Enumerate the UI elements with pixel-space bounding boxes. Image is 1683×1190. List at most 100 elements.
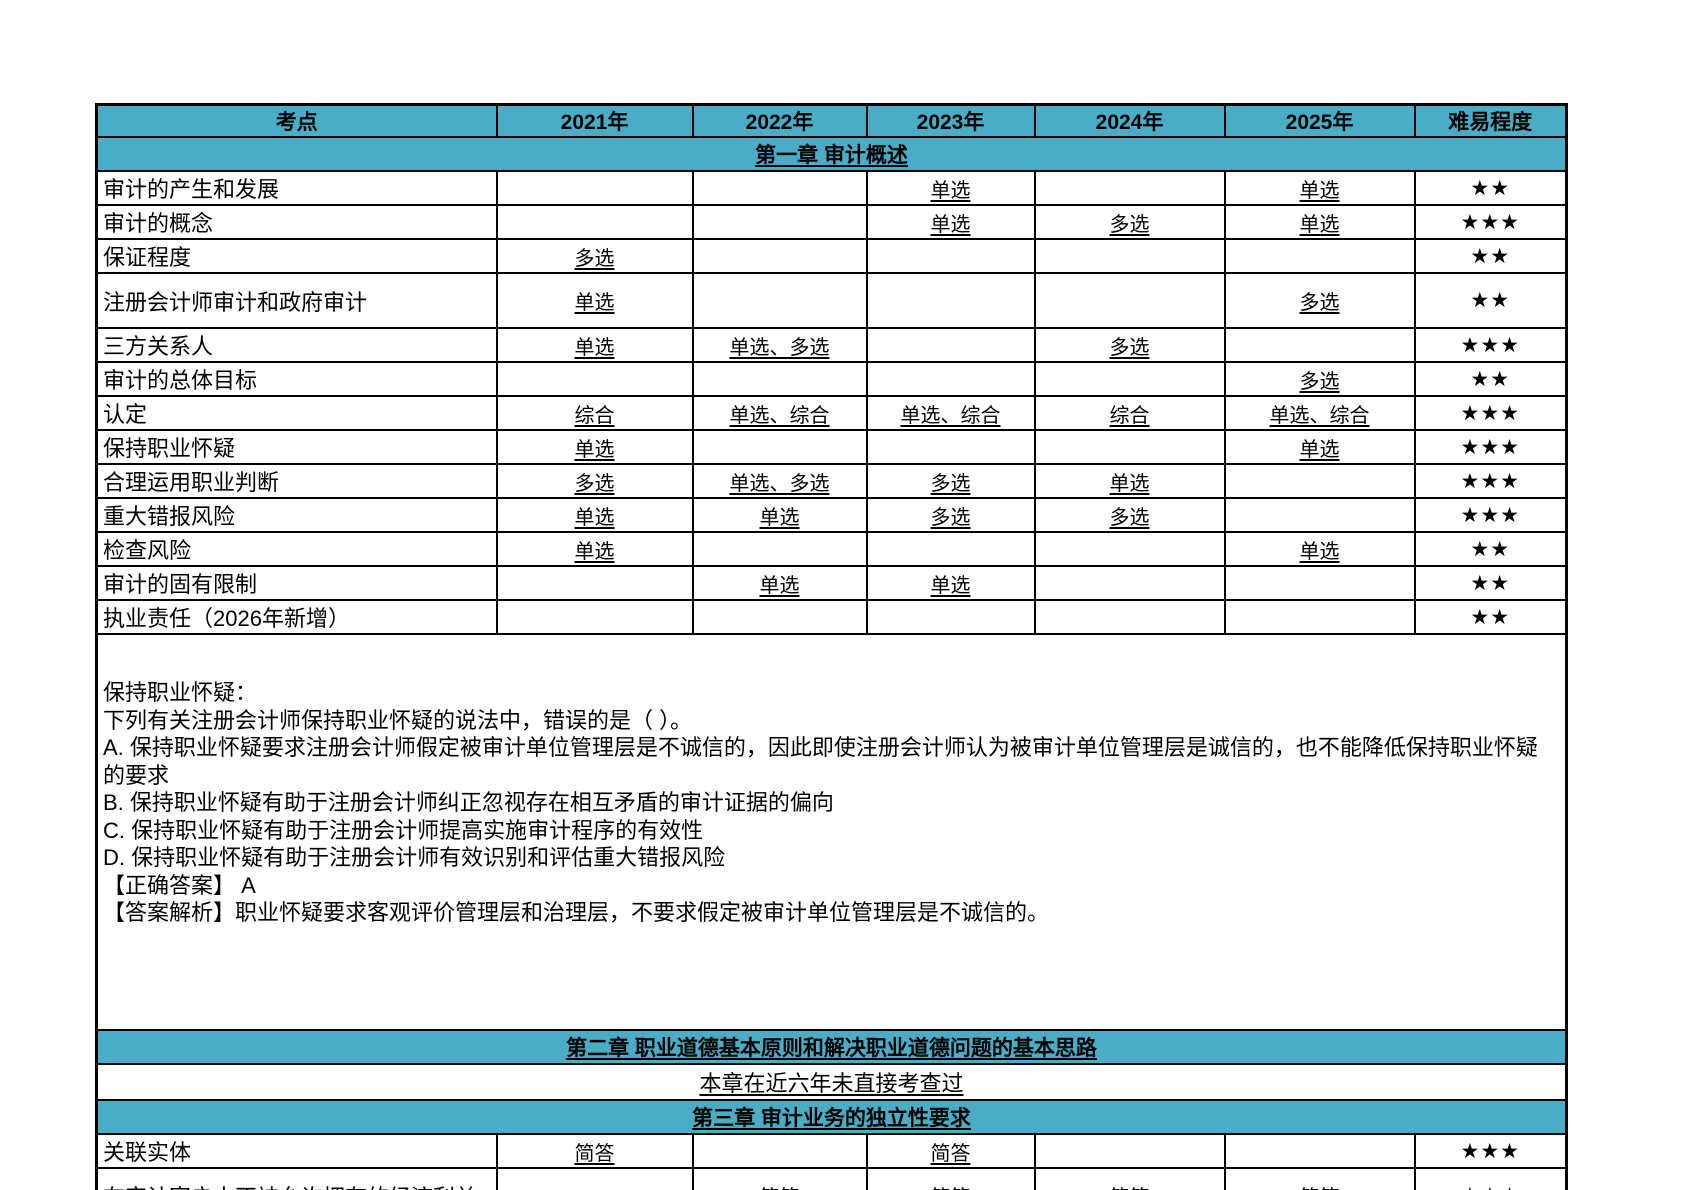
year-value-cell: 简答 <box>865 1167 1036 1190</box>
question-block: 保持职业怀疑： 下列有关注册会计师保持职业怀疑的说法中，错误的是（ ）。 A. … <box>95 633 1568 1031</box>
year-value-cell <box>495 204 694 240</box>
year-value-cell: 单选 <box>1223 170 1416 206</box>
answer-explanation: 【答案解析】职业怀疑要求客观评价管理层和治理层，不要求假定被审计单位管理层是不诚… <box>103 900 1050 925</box>
year-value-cell <box>1033 599 1226 635</box>
year-value-cell <box>1223 463 1416 499</box>
year-value-cell <box>865 238 1036 274</box>
table-row: 保持职业怀疑 单选 单选 ★★★ <box>95 429 1568 465</box>
year-value-cell: 单选 <box>865 204 1036 240</box>
year-value-cell <box>691 599 868 635</box>
question-type-value: 单选 <box>574 540 615 563</box>
question-type-value: 多选 <box>1109 336 1150 359</box>
column-header-topic: 考点 <box>95 103 498 138</box>
year-value-cell <box>865 599 1036 635</box>
year-value-cell <box>1033 238 1226 274</box>
year-value-cell: 单选 <box>495 272 694 329</box>
difficulty-cell: ★★★ <box>1413 463 1568 499</box>
year-value-cell <box>495 565 694 601</box>
column-header-2025: 2025年 <box>1223 103 1416 138</box>
difficulty-cell: ★★ <box>1413 170 1568 206</box>
year-value-cell: 多选 <box>865 463 1036 499</box>
year-value-cell: 简答 <box>1223 1167 1416 1190</box>
column-header-2021: 2021年 <box>495 103 694 138</box>
year-value-cell: 单选 <box>495 429 694 465</box>
question-type-value: 单选 <box>759 506 800 529</box>
question-option-d: D. 保持职业怀疑有助于注册会计师有效识别和评估重大错报风险 <box>103 845 726 870</box>
year-value-cell: 单选、多选 <box>691 463 868 499</box>
difficulty-cell: ★★★ <box>1413 327 1568 363</box>
question-type-value: 简答 <box>1110 1187 1150 1190</box>
year-value-cell: 多选 <box>1033 204 1226 240</box>
question-type-value: 多选 <box>574 247 615 270</box>
table-row: 关联实体 简答 简答 ★★★ <box>95 1133 1568 1169</box>
year-value-cell: 单选 <box>1033 463 1226 499</box>
question-type-value: 单选 <box>574 506 615 529</box>
year-value-cell <box>1223 1133 1416 1169</box>
year-value-cell <box>691 238 868 274</box>
difficulty-cell: ★★★ <box>1413 204 1568 240</box>
question-type-value: 多选 <box>1299 370 1340 393</box>
year-value-cell <box>691 272 868 329</box>
chapter2-note-row: 本章在近六年未直接考查过 <box>95 1063 1568 1101</box>
question-type-value: 简答 <box>1300 1187 1340 1190</box>
table-row: 执业责任（2026年新增） ★★ <box>95 599 1568 635</box>
year-value-cell: 单选 <box>865 170 1036 206</box>
question-stem: 下列有关注册会计师保持职业怀疑的说法中，错误的是（ ）。 <box>103 707 693 733</box>
year-value-cell: 简答 <box>691 1167 868 1190</box>
table-row: 注册会计师审计和政府审计 单选 多选 ★★ <box>95 272 1568 329</box>
year-value-cell: 多选 <box>1223 272 1416 329</box>
question-type-value: 单选、综合 <box>1269 404 1370 427</box>
year-value-cell <box>495 599 694 635</box>
topic-cell: 检查风险 <box>95 531 498 567</box>
year-value-cell: 单选 <box>495 531 694 567</box>
year-value-cell: 单选 <box>1223 429 1416 465</box>
question-type-value: 单选 <box>574 292 615 314</box>
year-value-cell: 多选 <box>1223 361 1416 397</box>
year-value-cell <box>1223 327 1416 363</box>
topic-cell: 审计的概念 <box>95 204 498 240</box>
year-value-cell <box>691 204 868 240</box>
year-value-cell <box>1033 531 1226 567</box>
question-type-value: 单选 <box>1299 540 1340 563</box>
difficulty-cell: ★★ <box>1413 599 1568 635</box>
year-value-cell: 多选 <box>865 497 1036 533</box>
year-value-cell: 多选 <box>495 463 694 499</box>
table-row: 在审计客户中不被允许拥有的经济利益简答 简答 简答 简答 ★★★ <box>95 1167 1568 1190</box>
question-type-value: 单选 <box>930 574 971 597</box>
difficulty-cell: ★★ <box>1413 565 1568 601</box>
topic-cell: 重大错报风险 <box>95 497 498 533</box>
question-option-b: B. 保持职业怀疑有助于注册会计师纠正忽视存在相互矛盾的审计证据的偏向 <box>103 790 834 815</box>
year-value-cell: 综合 <box>495 395 694 431</box>
topic-cell: 审计的总体目标 <box>95 361 498 397</box>
year-value-cell <box>1033 429 1226 465</box>
difficulty-cell: ★★★ <box>1413 429 1568 465</box>
question-type-value: 简答 <box>930 1142 971 1165</box>
question-type-value: 单选 <box>759 574 800 597</box>
question-type-value: 单选、综合 <box>729 404 830 427</box>
header-row: 考点 2021年 2022年 2023年 2024年 2025年 难易程度 <box>95 103 1568 138</box>
question-type-value: 单选、综合 <box>900 404 1001 427</box>
chapter2-title: 第二章 职业道德基本原则和解决职业道德问题的基本思路 <box>566 1037 1097 1060</box>
year-value-cell: 简答 <box>1033 1167 1226 1190</box>
year-value-cell: 单选 <box>865 565 1036 601</box>
year-value-cell <box>691 429 868 465</box>
topic-cell: 审计的产生和发展 <box>95 170 498 206</box>
column-header-difficulty: 难易程度 <box>1413 103 1568 138</box>
year-value-cell <box>1033 361 1226 397</box>
year-value-cell: 多选 <box>495 238 694 274</box>
year-value-cell: 简答 <box>495 1133 694 1169</box>
table-row: 保证程度 多选 ★★ <box>95 238 1568 274</box>
topic-cell: 认定 <box>95 395 498 431</box>
year-value-cell <box>1223 238 1416 274</box>
question-option-c: C. 保持职业怀疑有助于注册会计师提高实施审计程序的有效性 <box>103 817 704 843</box>
question-type-value: 多选 <box>1299 292 1340 314</box>
question-type-value: 单选、多选 <box>729 472 830 495</box>
table-row: 三方关系人 单选 单选、多选 多选 ★★★ <box>95 327 1568 363</box>
question-type-value: 单选 <box>930 213 971 236</box>
chapter2-note: 本章在近六年未直接考查过 <box>699 1071 964 1096</box>
year-value-cell <box>1033 565 1226 601</box>
difficulty-cell: ★★ <box>1413 361 1568 397</box>
topic-cell: 执业责任（2026年新增） <box>95 599 498 635</box>
column-header-2024: 2024年 <box>1033 103 1226 138</box>
year-value-cell <box>1033 170 1226 206</box>
